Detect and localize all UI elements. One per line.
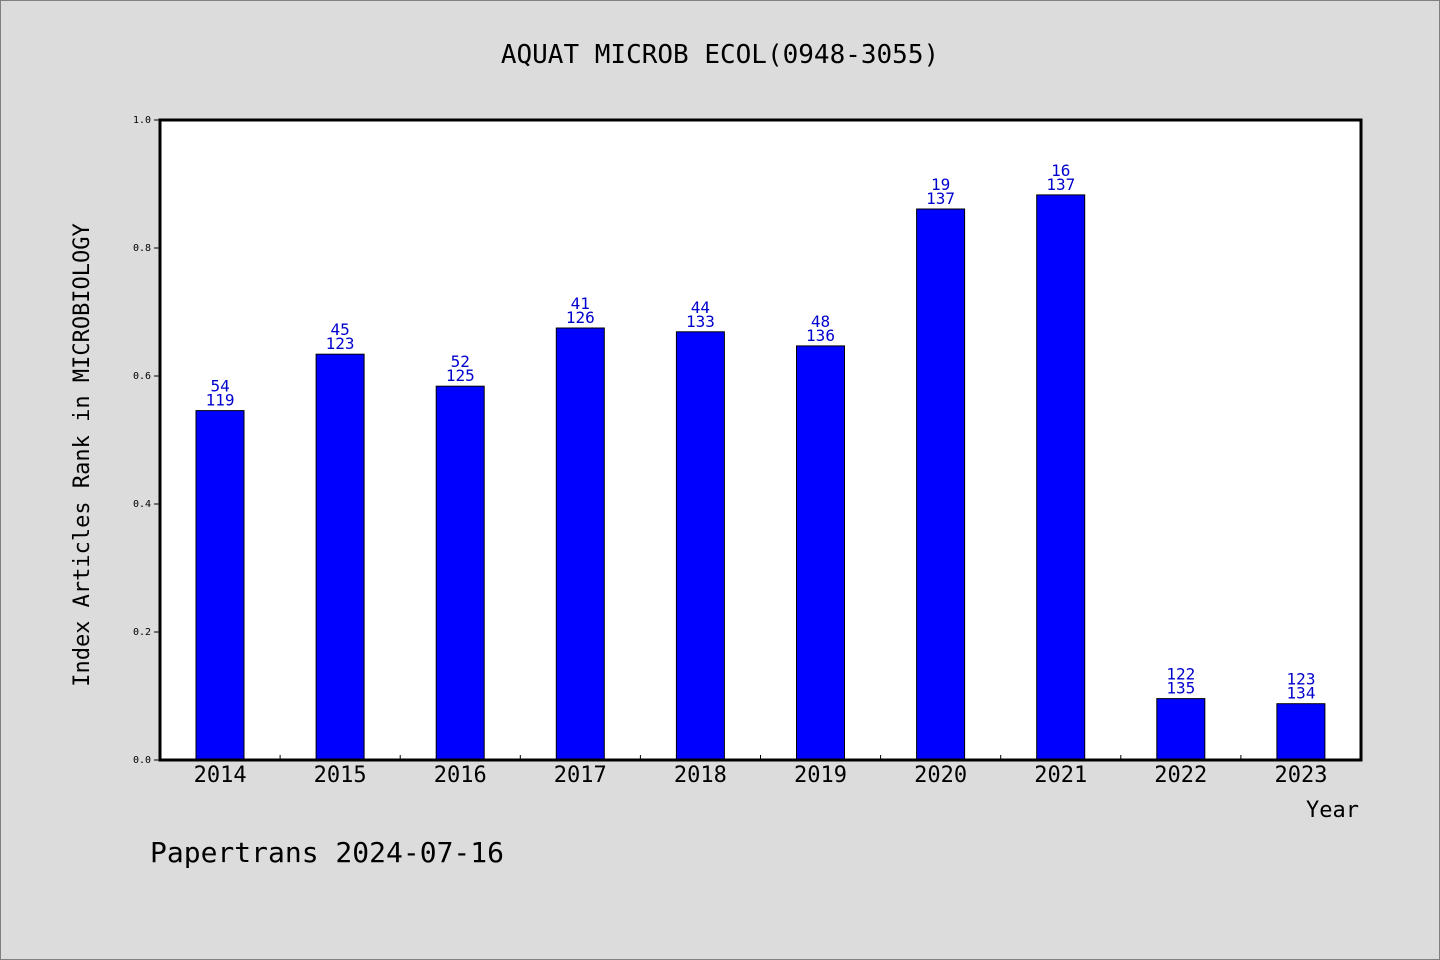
- data-label-bottom-2018: 133: [686, 312, 715, 331]
- x-tick-label-2023: 2023: [1275, 763, 1328, 788]
- data-label-bottom-2021: 137: [1046, 175, 1075, 194]
- data-label-top-2017: 41: [571, 294, 590, 313]
- data-label-top-2021: 16: [1051, 161, 1070, 180]
- data-label-bottom-2015: 123: [326, 334, 355, 353]
- x-tick-label-2015: 2015: [314, 763, 367, 788]
- footer-text: Papertrans 2024-07-16: [150, 836, 504, 869]
- bar-2023: [1276, 703, 1326, 761]
- x-tick-label-2017: 2017: [554, 763, 607, 788]
- data-label-top-2018: 44: [691, 298, 710, 317]
- x-tick-label-2021: 2021: [1034, 763, 1087, 788]
- x-axis: 2014 2015 2016 2017 2018 2019 2020 2021 2022 2023: [194, 755, 1328, 788]
- bar-2018: [675, 331, 725, 761]
- bar-2017: [555, 327, 605, 761]
- x-tick-label-2019: 2019: [794, 763, 847, 788]
- bar-2020: [916, 208, 966, 761]
- data-label-bottom-2020: 137: [926, 189, 955, 208]
- x-tick-label-2022: 2022: [1154, 763, 1207, 788]
- y-axis-label: Index Articles Rank in MICROBIOLOGY: [70, 223, 95, 687]
- chart-title: AQUAT MICROB ECOL(0948-3055): [501, 40, 939, 70]
- data-label-bottom-2022: 135: [1166, 679, 1195, 698]
- y-tick-label: 0.0: [133, 755, 151, 766]
- data-label-bottom-2016: 125: [446, 366, 475, 385]
- bars-group: [195, 194, 1326, 761]
- y-tick-label: 0.8: [133, 243, 151, 254]
- bar-2014: [195, 410, 245, 761]
- data-label-top-2023: 123: [1287, 670, 1316, 689]
- data-label-top-2019: 48: [811, 312, 830, 331]
- bar-2019: [796, 345, 845, 761]
- y-tick-label: 0.6: [133, 371, 151, 382]
- y-tick-label: 0.2: [133, 627, 151, 638]
- x-axis-label: Year: [1306, 798, 1359, 823]
- data-label-bottom-2019: 136: [806, 326, 835, 345]
- bar-2022: [1156, 698, 1206, 761]
- bar-2021: [1036, 194, 1086, 761]
- bar-2015: [315, 353, 365, 761]
- data-label-top-2020: 19: [931, 175, 950, 194]
- x-tick-label-2020: 2020: [914, 763, 967, 788]
- data-label-bottom-2014: 119: [206, 391, 235, 410]
- data-label-top-2014: 54: [210, 377, 229, 396]
- y-tick-label: 0.4: [133, 499, 151, 510]
- data-label-bottom-2017: 126: [566, 308, 595, 327]
- bar-2016: [435, 385, 485, 761]
- x-tick-label-2016: 2016: [434, 763, 487, 788]
- data-label-top-2022: 122: [1166, 665, 1195, 684]
- x-tick-label-2018: 2018: [674, 763, 727, 788]
- y-axis: 0.0 0.2 0.4 0.6 0.8 1.0: [133, 115, 160, 766]
- x-tick-label-2014: 2014: [194, 763, 247, 788]
- data-label-top-2016: 52: [451, 352, 470, 371]
- data-label-bottom-2023: 134: [1287, 684, 1316, 703]
- y-tick-label: 1.0: [133, 115, 151, 126]
- data-label-top-2015: 45: [330, 320, 349, 339]
